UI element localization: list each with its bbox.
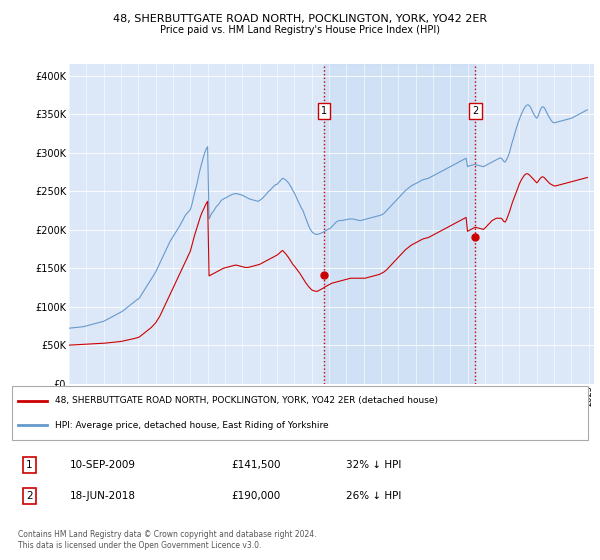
Text: 2: 2	[26, 491, 32, 501]
Text: 32% ↓ HPI: 32% ↓ HPI	[346, 460, 401, 470]
Text: £190,000: £190,000	[231, 491, 280, 501]
FancyBboxPatch shape	[12, 386, 588, 440]
Text: Price paid vs. HM Land Registry's House Price Index (HPI): Price paid vs. HM Land Registry's House …	[160, 25, 440, 35]
Text: 1: 1	[26, 460, 32, 470]
Text: 10-SEP-2009: 10-SEP-2009	[70, 460, 136, 470]
Text: Contains HM Land Registry data © Crown copyright and database right 2024.
This d: Contains HM Land Registry data © Crown c…	[18, 530, 316, 549]
Text: 2: 2	[472, 106, 479, 116]
Text: 1: 1	[320, 106, 326, 116]
Text: 26% ↓ HPI: 26% ↓ HPI	[346, 491, 401, 501]
Text: £141,500: £141,500	[231, 460, 280, 470]
Bar	[323, 64, 475, 384]
Text: 48, SHERBUTTGATE ROAD NORTH, POCKLINGTON, YORK, YO42 2ER: 48, SHERBUTTGATE ROAD NORTH, POCKLINGTON…	[113, 14, 487, 24]
Text: 48, SHERBUTTGATE ROAD NORTH, POCKLINGTON, YORK, YO42 2ER (detached house): 48, SHERBUTTGATE ROAD NORTH, POCKLINGTON…	[55, 396, 438, 405]
Text: HPI: Average price, detached house, East Riding of Yorkshire: HPI: Average price, detached house, East…	[55, 421, 329, 430]
Text: 18-JUN-2018: 18-JUN-2018	[70, 491, 136, 501]
